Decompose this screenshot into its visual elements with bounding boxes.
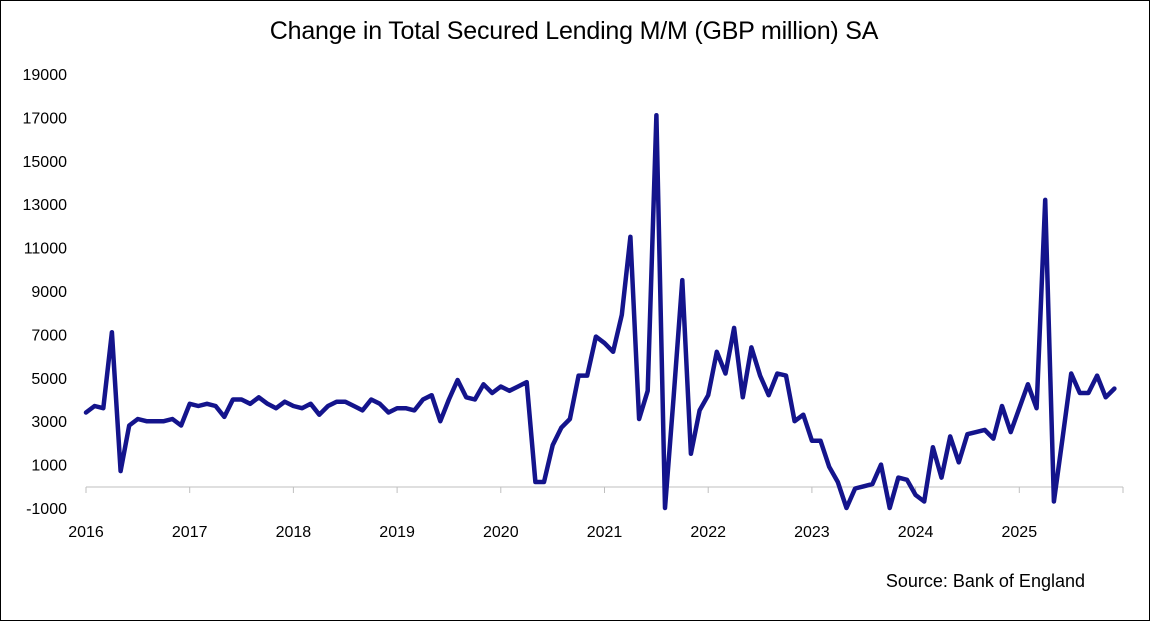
y-tick-label: 9000 (31, 284, 67, 301)
x-tick-label: 2018 (276, 524, 312, 541)
y-tick-label: 15000 (23, 154, 68, 171)
source-note: Source: Bank of England (885, 571, 1085, 591)
x-tick-labels: 2016 2017 2018 2019 2020 2021 2022 2023 2024 2025 (68, 524, 1037, 541)
series-line (83, 112, 1117, 511)
x-tick-label: 2019 (379, 524, 415, 541)
x-tick-label: 2024 (898, 524, 934, 541)
y-tick-label: 5000 (31, 371, 67, 388)
x-tick-label: 2016 (68, 524, 104, 541)
series-group (83, 112, 1117, 511)
x-tick-label: 2023 (794, 524, 830, 541)
y-tick-label: 1000 (31, 458, 67, 475)
y-tick-label: -1000 (26, 501, 67, 518)
y-tick-label: 13000 (23, 197, 68, 214)
x-tick-label: 2017 (172, 524, 208, 541)
y-tick-labels: -1000 1000 3000 5000 7000 9000 11000 13000 15000… (23, 67, 68, 518)
y-tick-label: 17000 (23, 110, 68, 127)
axes-group (85, 486, 1124, 493)
y-tick-label: 3000 (31, 414, 67, 431)
y-tick-label: 19000 (23, 67, 68, 84)
x-tick-label: 2025 (1002, 524, 1038, 541)
x-tick-label: 2020 (483, 524, 519, 541)
chart-title: Change in Total Secured Lending M/M (GBP… (269, 17, 879, 45)
x-tick-label: 2021 (587, 524, 623, 541)
y-tick-label: 11000 (24, 241, 67, 258)
x-tick-label: 2022 (690, 524, 726, 541)
y-tick-label: 7000 (31, 327, 67, 344)
